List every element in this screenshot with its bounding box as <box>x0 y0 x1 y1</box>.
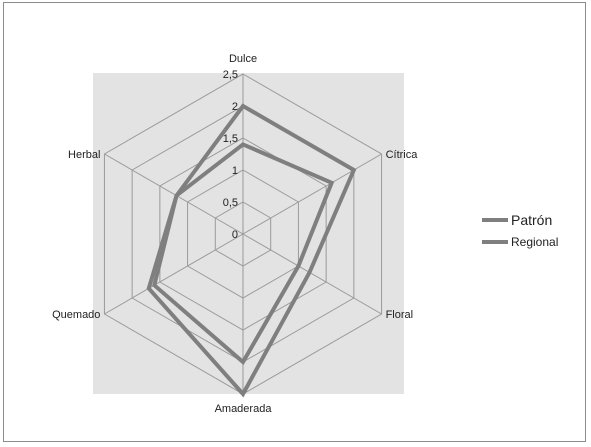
axis-spoke <box>104 153 244 235</box>
series-line-regional <box>152 142 335 366</box>
axis-label-5: Herbal <box>68 149 100 161</box>
legend-swatch-regional <box>482 240 508 244</box>
axis-label-0: Dulce <box>229 53 257 65</box>
radar-chart: 0 0,5 1 1,5 2 2,5 Dulce Cítrica Floral Amaderada… <box>52 53 418 415</box>
axis-spoke <box>242 233 382 315</box>
legend-swatch-patron <box>482 218 508 222</box>
tick-label: 2 <box>232 101 238 113</box>
tick-label: 1 <box>232 165 238 177</box>
series-layer <box>146 103 357 398</box>
tick-label: 1,5 <box>223 133 238 145</box>
legend-label-patron: Patrón <box>511 212 553 228</box>
legend-item-patron: Patrón <box>482 209 558 231</box>
tick-label: 2,5 <box>223 69 238 81</box>
axis-label-4: Quemado <box>52 309 100 321</box>
legend-item-regional: Regional <box>482 231 558 253</box>
legend: Patrón Regional <box>482 209 558 253</box>
legend-label-regional: Regional <box>511 235 559 249</box>
axis-label-3: Amaderada <box>215 403 273 415</box>
axis-label-layer: Dulce Cítrica Floral Amaderada Quemado Herbal <box>52 53 418 415</box>
axis-spoke <box>242 153 382 235</box>
axis-label-1: Cítrica <box>386 149 419 161</box>
tick-label: 0 <box>232 229 238 241</box>
tick-layer: 0 0,5 1 1,5 2 2,5 <box>223 69 238 241</box>
axis-label-2: Floral <box>386 309 414 321</box>
axis-spoke <box>104 233 244 315</box>
plot-area-background <box>93 73 404 394</box>
chart-frame: 0 0,5 1 1,5 2 2,5 Dulce Cítrica Floral Amaderada… <box>3 2 586 442</box>
spoke-layer <box>104 74 382 394</box>
tick-label: 0,5 <box>223 197 238 209</box>
